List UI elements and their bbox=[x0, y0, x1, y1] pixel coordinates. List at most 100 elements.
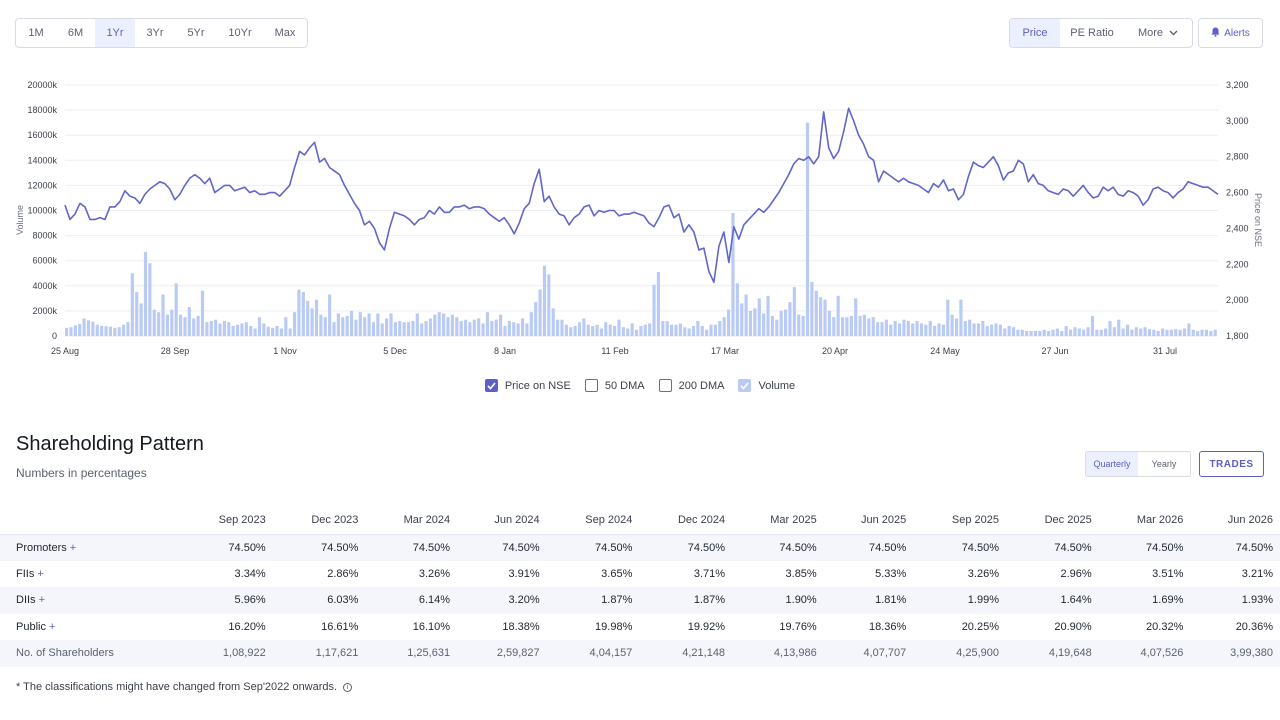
volume-bar bbox=[1112, 327, 1116, 336]
yearly-tab[interactable]: Yearly bbox=[1151, 459, 1177, 469]
table-cell: 74.50% bbox=[321, 541, 359, 554]
more-views-label: More bbox=[1137, 27, 1164, 39]
range-3yr-button[interactable]: 3Yr bbox=[146, 27, 164, 39]
table-row[interactable]: Promoters +74.50% 74.50% 74.50% 74.50% 74.50%… bbox=[0, 534, 1280, 561]
info-icon[interactable]: i bbox=[343, 682, 353, 692]
volume-bar bbox=[1047, 330, 1051, 336]
volume-bar bbox=[1143, 327, 1147, 336]
volume-bar bbox=[314, 299, 319, 336]
volume-bar bbox=[661, 320, 665, 336]
volume-bar bbox=[933, 325, 937, 336]
volume-bar bbox=[691, 325, 696, 336]
volume-bar bbox=[411, 320, 415, 336]
column-header: Sep 2024 bbox=[585, 514, 633, 527]
row-label[interactable]: Public + bbox=[0, 614, 180, 641]
bell-icon bbox=[1211, 27, 1224, 40]
expand-plus-icon[interactable]: + bbox=[69, 541, 77, 554]
table-cell: 4,25,900 bbox=[956, 647, 999, 660]
range-1m-button[interactable]: 1M bbox=[28, 27, 44, 39]
legend-volume[interactable]: Volume bbox=[738, 379, 795, 392]
row-label[interactable]: Promoters + bbox=[0, 534, 180, 561]
volume-bar bbox=[494, 319, 498, 337]
table-cell: 3,99,380 bbox=[1230, 647, 1273, 660]
more-views-dropdown[interactable]: More bbox=[1124, 19, 1192, 47]
volume-bar bbox=[507, 320, 511, 336]
volume-tick-label: 2000k bbox=[32, 306, 57, 316]
table-row[interactable]: FIIs +3.34% 2.86% 3.26% 3.91% 3.65% 3.71% 3.85%… bbox=[0, 561, 1280, 588]
table-cell: 2.96% bbox=[1060, 567, 1092, 580]
volume-bar bbox=[805, 122, 810, 337]
volume-bar bbox=[503, 325, 507, 336]
volume-bar bbox=[1147, 329, 1152, 336]
volume-bar bbox=[1196, 330, 1200, 336]
range-6m-button[interactable]: 6M bbox=[67, 27, 84, 39]
table-cell: 18.38% bbox=[502, 620, 540, 633]
row-label[interactable]: DIIs + bbox=[0, 587, 180, 614]
volume-bars bbox=[65, 122, 1217, 337]
legend-price-on-nse[interactable]: Price on NSE bbox=[484, 379, 571, 392]
volume-bar bbox=[235, 324, 240, 336]
volume-bar bbox=[801, 315, 805, 336]
volume-bar bbox=[854, 298, 858, 336]
volume-bar bbox=[968, 319, 972, 337]
volume-bar bbox=[437, 312, 441, 336]
table-cell: 74.50% bbox=[687, 541, 726, 554]
price-axis-label: Price on NSE bbox=[1253, 193, 1263, 247]
volume-tick-label: 10000k bbox=[27, 206, 57, 216]
expand-plus-icon[interactable]: + bbox=[48, 620, 56, 633]
volume-bar bbox=[726, 309, 731, 337]
volume-bar bbox=[135, 292, 139, 336]
volume-bar bbox=[393, 322, 397, 336]
pe-ratio-view-button[interactable]: PE Ratio bbox=[1070, 27, 1114, 39]
volume-bar bbox=[262, 323, 266, 336]
row-label[interactable]: FIIs + bbox=[0, 561, 180, 588]
volume-bar bbox=[700, 325, 704, 336]
table-row[interactable]: Public +16.20% 16.61% 16.10% 18.38% 19.98% 19.… bbox=[0, 614, 1280, 641]
volume-bar bbox=[310, 308, 314, 336]
volume-bar bbox=[332, 322, 336, 336]
range-5yr-button[interactable]: 5Yr bbox=[187, 27, 205, 39]
expand-plus-icon[interactable]: + bbox=[37, 567, 44, 580]
volume-bar bbox=[836, 295, 840, 336]
section-title: Shareholding Pattern bbox=[16, 433, 204, 455]
volume-bar bbox=[779, 310, 783, 336]
date-tick-label: 17 Mar bbox=[711, 346, 739, 356]
table-cell: 74.50% bbox=[1054, 541, 1092, 554]
trades-button[interactable]: TRADES bbox=[1199, 451, 1264, 477]
volume-bar bbox=[547, 274, 551, 336]
volume-bar bbox=[674, 324, 678, 336]
volume-bar bbox=[91, 321, 95, 336]
volume-bar bbox=[696, 320, 700, 336]
volume-bar bbox=[218, 323, 222, 336]
range-1yr-button[interactable]: 1Yr bbox=[95, 19, 135, 47]
price-view-button[interactable]: Price bbox=[1010, 19, 1060, 47]
quarterly-tab[interactable]: Quarterly bbox=[1086, 452, 1138, 476]
volume-bar bbox=[143, 251, 148, 336]
range-10yr-button[interactable]: 10Yr bbox=[228, 27, 252, 39]
chart-legend: Price on NSE 50 DMA 200 DMA Volume bbox=[0, 379, 1280, 392]
volume-bar bbox=[192, 318, 196, 336]
checkbox-unchecked-icon bbox=[658, 379, 672, 392]
volume-bar bbox=[266, 326, 270, 336]
volume-bar bbox=[1086, 327, 1090, 336]
legend-200-dma[interactable]: 200 DMA bbox=[658, 379, 724, 392]
volume-bar bbox=[170, 309, 174, 337]
expand-plus-icon[interactable]: + bbox=[38, 594, 45, 607]
legend-50-dma[interactable]: 50 DMA bbox=[584, 379, 645, 392]
checkbox-checked-icon bbox=[738, 379, 752, 392]
volume-bar bbox=[1042, 329, 1046, 337]
alerts-button[interactable]: Alerts bbox=[1198, 18, 1263, 48]
volume-bar bbox=[100, 325, 104, 336]
volume-bar bbox=[157, 312, 161, 336]
volume-bar bbox=[95, 324, 99, 336]
volume-bar bbox=[231, 325, 235, 336]
volume-bar bbox=[253, 328, 257, 336]
time-range-selector: 1M 6M 1Yr 3Yr 5Yr 10Yr Max bbox=[15, 18, 308, 48]
table-cell: 6.03% bbox=[327, 594, 359, 607]
column-header: Dec 2023 bbox=[311, 514, 359, 527]
table-row[interactable]: DIIs +5.96% 6.03% 6.14% 3.20% 1.87% 1.87% 1.90%… bbox=[0, 587, 1280, 614]
volume-bar bbox=[104, 326, 108, 336]
volume-bar bbox=[165, 314, 170, 336]
volume-bar bbox=[275, 325, 279, 336]
range-max-button[interactable]: Max bbox=[274, 27, 296, 39]
